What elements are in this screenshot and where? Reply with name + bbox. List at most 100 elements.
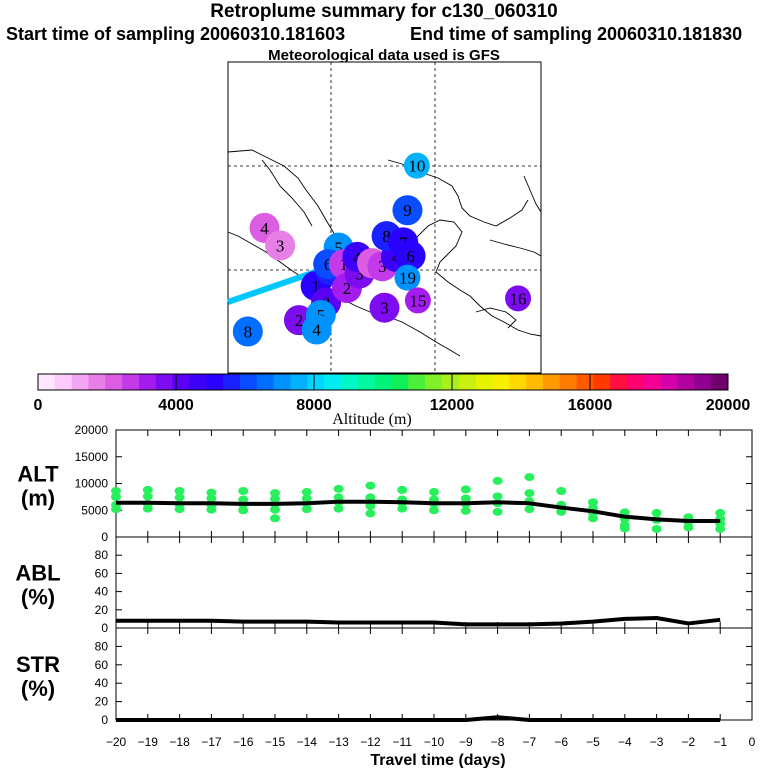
marker-day-label: 15 bbox=[409, 291, 426, 310]
member-point bbox=[174, 486, 185, 495]
marker-day-label: 3 bbox=[355, 264, 364, 283]
colorbar-cell bbox=[643, 374, 662, 390]
baja-coast bbox=[261, 159, 313, 227]
altitude-marker bbox=[404, 287, 431, 314]
marker-day-label: 4 bbox=[312, 320, 321, 339]
x-tick-label: 0 bbox=[749, 735, 756, 749]
y-tick-label: 40 bbox=[95, 585, 109, 599]
start-time: Start time of sampling 20060310.181603 bbox=[6, 24, 346, 44]
colorbar-cell bbox=[627, 374, 645, 390]
altitude-marker bbox=[301, 314, 332, 345]
x-tick-label: −3 bbox=[650, 735, 664, 749]
colorbar-cell bbox=[273, 374, 291, 390]
end-time: End time of sampling 20060310.181830 bbox=[410, 24, 743, 44]
marker-day-label: 4 bbox=[260, 219, 269, 238]
colorbar-cell bbox=[324, 374, 342, 390]
x-tick-label: −15 bbox=[265, 735, 286, 749]
member-point bbox=[206, 505, 217, 514]
member-point bbox=[301, 494, 312, 503]
colorbar-cell bbox=[172, 374, 190, 390]
colorbar-cell bbox=[290, 374, 308, 390]
member-point bbox=[365, 509, 376, 518]
panel-yunit: (%) bbox=[21, 585, 55, 610]
member-point bbox=[111, 505, 121, 514]
member-point bbox=[301, 505, 312, 514]
panel-yunit: (%) bbox=[21, 676, 55, 701]
member-point bbox=[111, 486, 121, 495]
member-point bbox=[206, 488, 217, 497]
x-tick-label: −1 bbox=[713, 735, 727, 749]
x-tick-label: −19 bbox=[138, 735, 159, 749]
member-point bbox=[429, 506, 439, 515]
member-point bbox=[715, 524, 726, 533]
member-point bbox=[270, 495, 280, 504]
colorbar-cell bbox=[256, 374, 275, 390]
member-point bbox=[142, 504, 153, 513]
member-point bbox=[651, 524, 662, 533]
altitude-marker bbox=[369, 292, 400, 323]
panel-frame bbox=[115, 536, 753, 629]
colorbar-cell bbox=[54, 374, 73, 390]
y-tick-label: 80 bbox=[95, 639, 109, 653]
member-point bbox=[333, 504, 344, 513]
marker-day-label: 9 bbox=[403, 201, 412, 220]
colorbar-cell bbox=[239, 374, 258, 390]
colorbar-cell bbox=[559, 374, 578, 390]
x-tick-label: −20 bbox=[106, 735, 127, 749]
member-point bbox=[238, 495, 249, 504]
member-point bbox=[333, 493, 344, 502]
colorbar-cell bbox=[610, 374, 628, 390]
member-point bbox=[460, 494, 471, 503]
colorbar-cell bbox=[492, 374, 510, 390]
x-tick-label: −16 bbox=[233, 735, 254, 749]
member-point bbox=[174, 493, 185, 502]
colorbar-tick-label: 0 bbox=[34, 397, 43, 414]
gulf-coast bbox=[391, 219, 542, 337]
colorbar-cell bbox=[526, 374, 544, 390]
marker-day-label: 6 bbox=[406, 247, 415, 266]
panel-ylabel: STR bbox=[16, 652, 60, 677]
x-tick-label: −5 bbox=[586, 735, 600, 749]
colorbar-tick-label: 20000 bbox=[706, 397, 751, 414]
y-tick-label: 10000 bbox=[75, 477, 109, 491]
colorbar-cell bbox=[38, 374, 56, 390]
colorbar-label: Altitude (m) bbox=[332, 411, 412, 428]
panel-frame bbox=[115, 627, 753, 721]
altitude-marker bbox=[505, 285, 532, 312]
member-point bbox=[524, 505, 535, 514]
member-point bbox=[588, 498, 598, 507]
y-tick-label: 0 bbox=[101, 530, 108, 544]
x-tick-label: −10 bbox=[424, 735, 445, 749]
colorbar-cell bbox=[223, 374, 241, 390]
y-tick-label: 20000 bbox=[75, 423, 109, 437]
colorbar-cell bbox=[189, 374, 207, 390]
altitude-marker bbox=[394, 264, 421, 291]
member-point bbox=[270, 489, 280, 498]
y-tick-label: 15000 bbox=[75, 450, 109, 464]
member-point bbox=[206, 494, 217, 503]
colorbar-cell bbox=[660, 374, 679, 390]
y-tick-label: 60 bbox=[95, 566, 109, 580]
member-point bbox=[365, 493, 376, 502]
member-point bbox=[301, 488, 312, 497]
colorbar-tick-label: 8000 bbox=[296, 397, 332, 414]
series-line bbox=[116, 615, 721, 627]
colorbar-cell bbox=[694, 374, 712, 390]
member-point bbox=[524, 473, 535, 482]
colorbar-tick-label: 16000 bbox=[568, 397, 613, 414]
altitude-marker bbox=[392, 195, 423, 226]
colorbar-cell bbox=[206, 374, 224, 390]
colorbar-cell bbox=[71, 374, 89, 390]
marker-day-label: 10 bbox=[408, 157, 425, 176]
y-tick-label: 0 bbox=[101, 621, 108, 635]
altitude-colorbar: 0 4000 8000 12000 16000 20000 Altitude (m) bbox=[34, 373, 751, 428]
y-tick-label: 40 bbox=[95, 676, 109, 690]
y-tick-label: 80 bbox=[95, 548, 109, 562]
colorbar-cell bbox=[105, 374, 123, 390]
colorbar-tick-label: 12000 bbox=[430, 397, 475, 414]
marker-day-label: 2 bbox=[343, 279, 352, 298]
altitude-markers: 1235612341348769101915163254438 bbox=[232, 152, 532, 347]
x-tick-label: −14 bbox=[297, 735, 318, 749]
member-point bbox=[588, 514, 598, 523]
map-panel: 1235612341348769101915163254438 bbox=[227, 61, 542, 374]
